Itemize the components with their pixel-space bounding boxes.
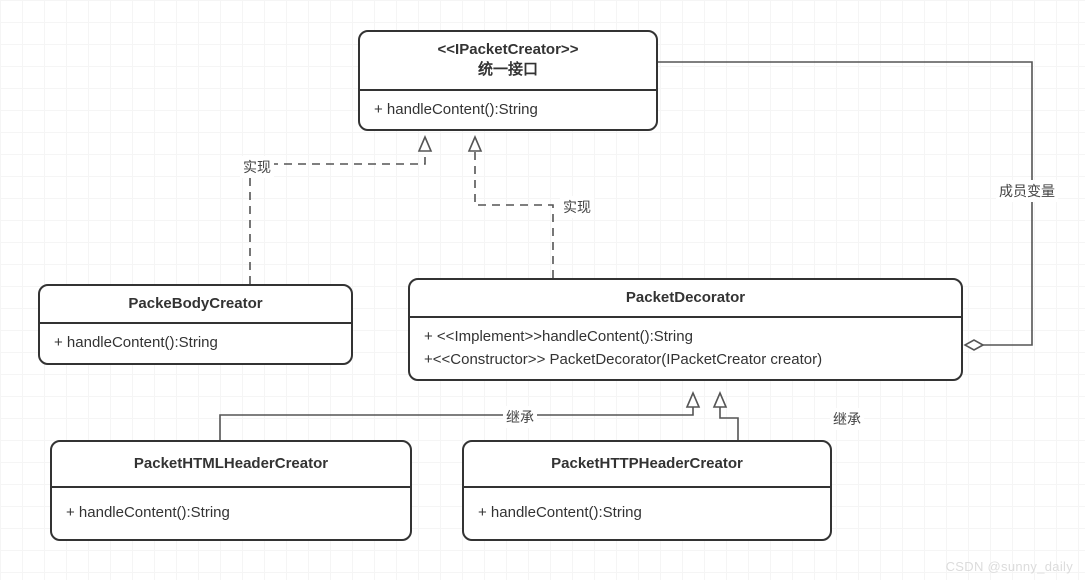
method-item: +<<Constructor>> PacketDecorator(IPacket…	[424, 349, 947, 372]
edge-label-realize-body: 实现	[240, 156, 274, 178]
class-title: PacketDecorator	[410, 280, 961, 318]
title-label: PackeBodyCreator	[128, 295, 262, 312]
class-ipacketcreator: <<IPacketCreator>> 统一接口 + handleContent(…	[358, 30, 658, 131]
class-packethttpheadercreator: PacketHTTPHeaderCreator + handleContent(…	[462, 440, 832, 541]
class-methods: + <<Implement>>handleContent():String +<…	[410, 318, 961, 379]
method-item: + handleContent():String	[66, 502, 396, 525]
class-methods: + handleContent():String	[360, 91, 656, 130]
method-item: + <<Implement>>handleContent():String	[424, 326, 947, 349]
edge-inherit-http	[720, 393, 738, 440]
edge-label-realize-decorator: 实现	[560, 196, 594, 218]
edge-inherit-html	[220, 393, 693, 440]
method-item: + handleContent():String	[54, 332, 337, 355]
class-packethtmlheadercreator: PacketHTMLHeaderCreator + handleContent(…	[50, 440, 412, 541]
edge-realize-body	[250, 137, 425, 284]
class-title: <<IPacketCreator>> 统一接口	[360, 32, 656, 91]
edge-label-aggregate-member: 成员变量	[996, 180, 1058, 202]
edge-realize-decorator	[475, 137, 553, 278]
class-packetdecorator: PacketDecorator + <<Implement>>handleCon…	[408, 278, 963, 381]
class-title: PackeBodyCreator	[40, 286, 351, 324]
edge-label-inherit-html: 继承	[503, 406, 537, 428]
class-methods: + handleContent():String	[40, 324, 351, 363]
class-title: PacketHTMLHeaderCreator	[52, 442, 410, 488]
title-label: PacketHTMLHeaderCreator	[134, 455, 328, 472]
subtitle-label: 统一接口	[374, 60, 642, 80]
title-label: PacketDecorator	[626, 289, 745, 306]
method-item: + handleContent():String	[478, 502, 816, 525]
watermark: CSDN @sunny_daily	[946, 559, 1073, 574]
method-item: + handleContent():String	[374, 99, 642, 122]
class-methods: + handleContent():String	[52, 488, 410, 539]
stereotype-label: <<IPacketCreator>>	[374, 40, 642, 60]
title-label: PacketHTTPHeaderCreator	[551, 455, 743, 472]
edge-label-inherit-http: 继承	[830, 408, 864, 430]
class-methods: + handleContent():String	[464, 488, 830, 539]
class-packebodycreator: PackeBodyCreator + handleContent():Strin…	[38, 284, 353, 365]
class-title: PacketHTTPHeaderCreator	[464, 442, 830, 488]
